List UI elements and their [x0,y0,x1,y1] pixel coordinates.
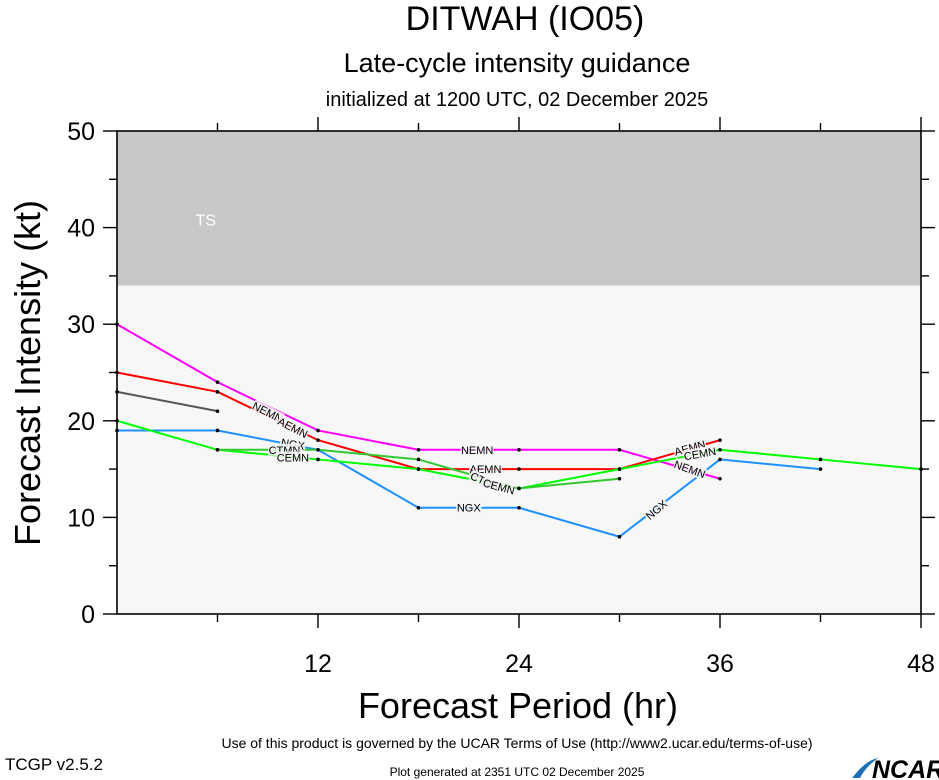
y-tick-label: 40 [67,215,95,243]
series-point-nemn [215,380,220,384]
x-axis-title: Forecast Period (hr) [358,685,678,726]
terms-of-use-text: Use of this product is governed by the U… [221,735,812,751]
series-point-aemn [718,438,722,442]
series-point-nemn [416,447,421,452]
y-tick-label: 10 [67,504,95,532]
series-point-ngx [215,428,220,433]
series-label-cemn: CEMN [683,446,717,463]
series-point-nemn [617,447,622,452]
series-point-ctmn [215,447,220,452]
series-point-unnamed [115,390,119,394]
series-point-cemn [919,467,923,471]
series-label-bg [455,501,482,514]
chart-title: DITWAH (IO05) [406,0,645,38]
series-point-cemn [718,447,722,452]
x-tick-label: 36 [706,650,734,678]
series-point-ngx [115,428,119,433]
series-point-ctmn [416,457,421,462]
series-point-nemn [517,447,521,452]
series-point-cemn [316,457,320,462]
x-tick-label: 48 [907,650,935,678]
series-label-bg [276,451,310,464]
series-point-ngx [718,457,722,462]
series-point-nemn [316,428,320,433]
series-label-bg [481,476,517,497]
y-tick-label: 30 [67,311,95,339]
series-label-bg [275,414,311,441]
chart-init-time: initialized at 1200 UTC, 02 December 202… [326,89,708,111]
band-label-ts: TS [196,213,216,230]
chart-subtitle: Late-cycle intensity guidance [344,48,691,78]
x-tick-label: 24 [505,650,533,678]
series-point-nemn [115,322,119,327]
series-point-cemn [416,467,421,471]
series-label-ngx: NGX [457,503,482,515]
x-tick-label: 12 [304,650,332,678]
series-label-bg [672,437,708,458]
intensity-band-ts [117,131,921,286]
series-label-cemn: CEMN [277,453,309,465]
series-point-aemn [316,438,320,442]
series-label-bg [642,496,671,523]
series-point-nemn [718,476,722,481]
series-label-bg [250,399,286,425]
series-point-cemn [617,467,622,471]
y-tick-label: 50 [67,118,95,146]
series-label-group: NEMN [460,443,494,457]
series-point-ctmn [517,486,521,491]
ncar-logo: NCAR [852,756,939,780]
plot-generated-text: Plot generated at 2351 UTC 02 December 2… [390,765,645,779]
series-label-group: CEMN [682,444,718,463]
series-point-aemn [115,370,119,375]
version-text: TCGP v2.5.2 [5,755,103,774]
series-label-bg [682,444,718,463]
series-point-aemn [215,390,220,394]
series-label-group: CEMN [276,451,310,465]
series-label-bg [460,443,494,456]
series-point-unnamed [215,409,220,413]
series-point-ngx [416,505,421,510]
series-label-bg [672,457,708,481]
series-point-cemn [818,457,823,462]
series-point-ctmn [617,476,622,481]
series-point-ngx [617,534,622,539]
series-point-cemn [115,419,119,423]
y-tick-label: 20 [67,408,95,436]
ncar-logo-text: NCAR [872,756,939,780]
series-point-ngx [818,467,823,471]
y-axis-title: Forecast Intensity (kt) [7,200,48,546]
series-point-aemn [517,467,521,471]
axes: 0 10 20 30 40 50 12 24 36 48 [67,117,935,678]
y-tick-label: 0 [81,601,95,629]
series-point-ngx [517,505,521,510]
series-label-group: NGX [455,501,482,515]
series-line-unnamed [116,390,218,413]
ncar-logo-swoosh [852,758,878,778]
series-label-nemn: NEMN [461,445,493,457]
series-point-ctmn [316,447,320,452]
intensity-bands: TS [117,131,921,614]
